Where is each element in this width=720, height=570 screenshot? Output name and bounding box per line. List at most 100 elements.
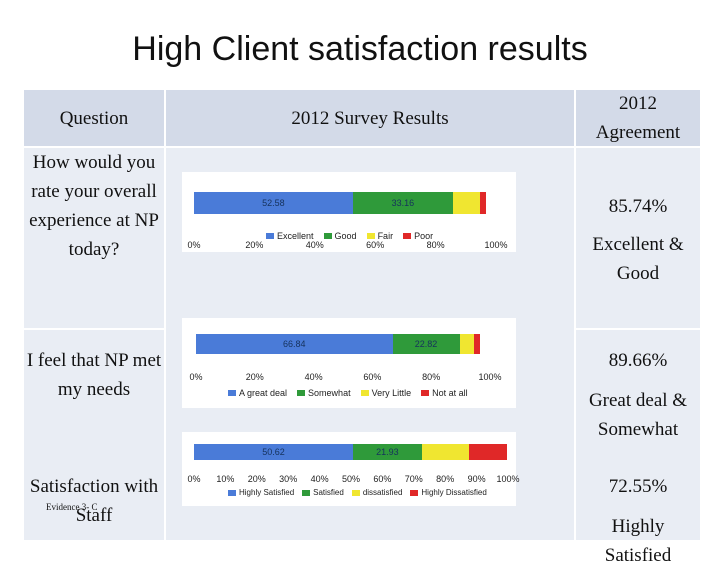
legend-label: Poor bbox=[414, 231, 434, 241]
x-tick-label: 30% bbox=[279, 474, 298, 484]
legend-label: Highly Dissatisfied bbox=[421, 488, 487, 497]
legend-swatch bbox=[228, 390, 236, 396]
question-3: Satisfaction with Staff bbox=[29, 476, 159, 526]
chart-met-needs: 66.84 22.82 0% 20% 40% 60% 80% 100% A great de… bbox=[182, 318, 516, 408]
x-tick-label: 40% bbox=[305, 240, 324, 250]
legend-label: dissatisfied bbox=[362, 488, 403, 497]
bar-segment-somewhat: 22.82 bbox=[392, 334, 460, 354]
bar-segment-poor bbox=[480, 192, 487, 214]
bar-segment-dissatisfied bbox=[421, 444, 469, 460]
x-tick-label: 80% bbox=[422, 372, 441, 382]
legend-label: Good bbox=[334, 231, 357, 241]
data-label: 50.62 bbox=[262, 447, 285, 457]
legend-item: A great deal bbox=[228, 388, 287, 398]
legend-swatch bbox=[266, 233, 274, 239]
agreement-percent-2: 89.66% bbox=[608, 350, 668, 371]
row-divider bbox=[24, 328, 164, 330]
legend-item: Poor bbox=[403, 231, 433, 241]
row-divider bbox=[576, 328, 700, 330]
x-tick-label: 20% bbox=[247, 474, 266, 484]
stacked-bar: 52.58 33.16 bbox=[194, 192, 496, 214]
bar-segment-highly-satisfied: 50.62 bbox=[194, 444, 353, 460]
legend-label: Fair bbox=[377, 231, 394, 241]
bar-segment-very-little bbox=[459, 334, 475, 354]
legend-label: Not at all bbox=[432, 388, 468, 398]
legend-label: Somewhat bbox=[308, 388, 351, 398]
x-tick-label: 100% bbox=[496, 474, 520, 484]
header-question: Question bbox=[24, 90, 164, 146]
x-tick-label: 20% bbox=[245, 240, 264, 250]
x-tick-label: 60% bbox=[366, 240, 385, 250]
legend-item: Not at all bbox=[421, 388, 468, 398]
x-tick-label: 60% bbox=[363, 372, 382, 382]
x-tick-label: 60% bbox=[373, 474, 392, 484]
question-1: How would you rate your overall experien… bbox=[29, 152, 159, 260]
legend-swatch bbox=[403, 233, 412, 239]
legend-label: Excellent bbox=[277, 231, 314, 241]
x-tick-label: 100% bbox=[478, 372, 502, 382]
legend-item: Excellent bbox=[266, 231, 314, 241]
legend-item: Satisfied bbox=[302, 488, 344, 497]
x-tick-label: 90% bbox=[467, 474, 486, 484]
legend-swatch bbox=[421, 390, 430, 396]
legend-item: Somewhat bbox=[297, 388, 351, 398]
question-column bbox=[24, 148, 164, 540]
agreement-percent-3: 72.55% bbox=[608, 476, 668, 497]
agreement-column bbox=[576, 148, 700, 540]
legend-swatch bbox=[302, 489, 311, 496]
header-survey-results: 2012 Survey Results bbox=[166, 90, 574, 146]
bar-segment-satisfied: 21.93 bbox=[352, 444, 422, 460]
agreement-percent-1: 85.74% bbox=[608, 196, 668, 217]
legend-swatch bbox=[351, 489, 360, 496]
header-agreement: 2012 Agreement bbox=[576, 90, 700, 146]
x-tick-label: 80% bbox=[436, 474, 455, 484]
legend-item: Highly Satisfied bbox=[228, 488, 294, 497]
x-tick-label: 0% bbox=[189, 372, 203, 382]
legend-item: Good bbox=[323, 231, 357, 241]
bar-segment-excellent: 52.58 bbox=[194, 192, 353, 214]
data-label: 33.16 bbox=[391, 198, 415, 208]
x-axis-ticks: 0% 10% 20% 30% 40% 50% 60% 70% 80% 90% 100% bbox=[187, 474, 519, 486]
legend-swatch bbox=[297, 390, 306, 396]
legend-swatch bbox=[410, 489, 419, 496]
bar-segment-a-great-deal: 66.84 bbox=[196, 334, 393, 354]
x-axis-ticks: 0% 20% 40% 60% 80% 100% bbox=[187, 240, 507, 252]
x-tick-label: 80% bbox=[426, 240, 445, 250]
stacked-bar: 50.62 21.93 bbox=[194, 444, 508, 460]
data-label: 22.82 bbox=[414, 339, 438, 349]
chart-staff-satisfaction: 50.62 21.93 0% 10% 20% 30% 40% 50% 60% 70% 80% 90%… bbox=[182, 432, 520, 506]
stacked-bar: 66.84 22.82 bbox=[196, 334, 490, 354]
chart-overall-experience: 52.58 33.16 Excellent Good Fair Poor 0% 20% 40… bbox=[182, 172, 516, 252]
x-tick-label: 100% bbox=[484, 240, 508, 250]
bar-segment-not-at-all bbox=[474, 334, 481, 354]
bar-segment-good: 33.16 bbox=[352, 192, 453, 214]
agreement-label-2: Great deal & Somewhat bbox=[588, 390, 688, 440]
bar-segment-highly-dissatisfied bbox=[468, 444, 507, 460]
legend-label: Very Little bbox=[371, 388, 412, 398]
data-label: 66.84 bbox=[282, 339, 306, 349]
x-tick-label: 50% bbox=[341, 474, 361, 484]
chart-legend: A great deal Somewhat Very Little Not at al… bbox=[228, 388, 468, 398]
data-label: 21.93 bbox=[376, 447, 399, 457]
legend-swatch bbox=[323, 233, 332, 239]
legend-label: A great deal bbox=[239, 388, 288, 398]
x-tick-label: 40% bbox=[310, 474, 329, 484]
x-tick-label: 20% bbox=[245, 372, 264, 382]
legend-item: Fair bbox=[366, 231, 394, 241]
question-2: I feel that NP met my needs bbox=[26, 350, 162, 400]
x-tick-label: 0% bbox=[187, 240, 201, 250]
bar-segment-fair bbox=[452, 192, 481, 214]
x-axis-ticks: 0% 20% 40% 60% 80% 100% bbox=[189, 372, 501, 384]
legend-swatch bbox=[228, 489, 236, 496]
evidence-footnote: Evidence 3- C bbox=[46, 502, 98, 512]
x-tick-label: 40% bbox=[304, 372, 323, 382]
x-tick-label: 70% bbox=[404, 474, 423, 484]
legend-swatch bbox=[366, 233, 375, 239]
legend-swatch bbox=[360, 390, 369, 396]
legend-item: Very Little bbox=[360, 388, 412, 398]
agreement-label-3: Highly Satisfied bbox=[604, 516, 672, 566]
x-tick-label: 0% bbox=[187, 474, 201, 484]
legend-label: Satisfied bbox=[313, 488, 344, 497]
data-label: 52.58 bbox=[262, 198, 285, 208]
slide-title: High Client satisfaction results bbox=[132, 30, 588, 68]
